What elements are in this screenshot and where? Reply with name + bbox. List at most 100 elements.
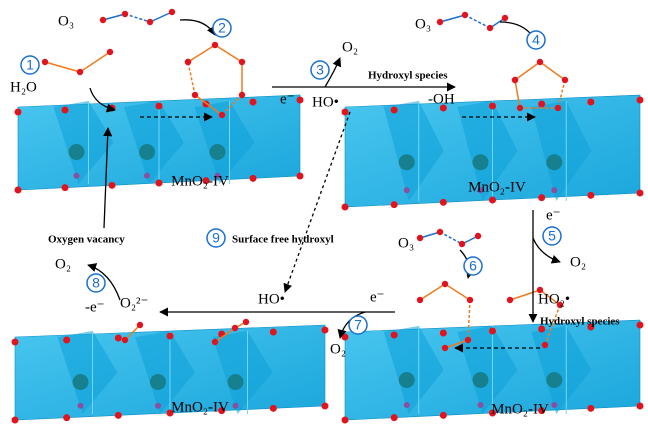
step-badge: 8: [87, 274, 105, 292]
o-atom: [538, 101, 545, 108]
label: O₃: [398, 235, 414, 251]
step-number: 3: [316, 62, 324, 78]
mn-atom: [150, 374, 166, 390]
step-badge: 9: [207, 229, 225, 247]
mn-atom: [228, 374, 244, 390]
bond: [420, 284, 445, 300]
label: O₂²⁻: [120, 295, 148, 311]
mn-atom: [210, 144, 226, 160]
o-atom: [637, 190, 644, 197]
atom: [437, 19, 443, 25]
atom: [147, 19, 153, 25]
o-atom: [391, 107, 398, 114]
step-badge: 5: [543, 227, 561, 245]
o-atom: [391, 414, 398, 421]
atom: [243, 319, 249, 325]
bond: [445, 284, 470, 300]
label: Surface free hydroxyl: [232, 234, 334, 246]
step-number: 9: [212, 230, 220, 246]
bond: [45, 62, 80, 72]
mn-atom: [69, 144, 85, 160]
o-atom: [489, 328, 496, 335]
step-number: 8: [92, 275, 100, 291]
atom: [465, 337, 471, 343]
atom: [487, 25, 493, 31]
o-atom: [587, 405, 594, 412]
material-label: MnO₂-IV: [171, 173, 229, 189]
atom: [537, 59, 543, 65]
o-atom: [62, 184, 69, 191]
label: HO₂•: [538, 291, 570, 307]
o-atom: [342, 109, 349, 116]
atom: [192, 92, 198, 98]
o-atom: [109, 182, 116, 189]
atom: [417, 235, 423, 241]
bond: [515, 62, 540, 80]
o-atom: [637, 403, 644, 410]
o-atom-inner: [404, 402, 410, 408]
o-atom-inner: [74, 173, 80, 179]
atom: [169, 9, 175, 15]
atom: [107, 49, 113, 55]
atom: [212, 42, 218, 48]
atom: [239, 59, 245, 65]
atom: [100, 17, 106, 23]
step-badge: 4: [527, 31, 545, 49]
bond: [188, 62, 195, 95]
atom: [475, 233, 481, 239]
step-badge: 2: [213, 19, 231, 37]
mn-atom: [546, 154, 562, 170]
label: -OH: [428, 91, 455, 107]
bond: [188, 45, 215, 62]
o-atom: [297, 173, 304, 180]
atom: [459, 241, 465, 247]
bond: [125, 14, 150, 22]
molecule: [417, 229, 481, 247]
atom: [417, 297, 423, 303]
mno2-slab: MnO₂-IV: [342, 95, 644, 211]
mn-atom: [473, 372, 489, 388]
o-atom: [322, 403, 329, 410]
o-atom: [342, 204, 349, 211]
o-atom-inner: [551, 402, 557, 408]
molecule: [100, 9, 175, 25]
o-atom: [167, 333, 174, 340]
label: Hydroxyl species: [368, 70, 448, 82]
step-badge: 7: [349, 316, 367, 334]
atom: [442, 345, 448, 351]
mno2-slab: MnO₂-IV: [15, 95, 304, 194]
mn-atom: [399, 372, 415, 388]
step-number: 5: [548, 228, 556, 244]
atom: [122, 11, 128, 17]
label: O₃: [58, 13, 74, 29]
label: e⁻: [546, 207, 561, 223]
mn-atom: [139, 144, 155, 160]
slabs: MnO₂-IV MnO₂-IV MnO₂-IV MnO₂-IV: [12, 95, 644, 424]
arrow-o3-1: [180, 20, 215, 35]
atom: [462, 12, 468, 18]
label: O₂: [342, 39, 358, 55]
o-atom-inner: [233, 403, 239, 409]
label: O₃: [415, 16, 431, 32]
atom: [542, 342, 548, 348]
atom: [239, 92, 245, 98]
o-atom: [489, 103, 496, 110]
label: HO•: [258, 291, 285, 307]
bond: [510, 290, 540, 300]
atom: [512, 77, 518, 83]
bond: [150, 12, 172, 22]
o-atom-inner: [144, 173, 150, 179]
o-atom: [637, 97, 644, 104]
step-badge: 3: [311, 61, 329, 79]
material-label: MnO₂-IV: [491, 401, 549, 417]
atom: [502, 15, 508, 21]
mn-atom: [473, 154, 489, 170]
label: e⁻: [280, 91, 295, 107]
o-atom-inner: [78, 403, 84, 409]
o-atom: [587, 192, 594, 199]
o-atom: [391, 332, 398, 339]
o-atom: [115, 412, 122, 419]
o-atom: [12, 417, 19, 424]
atom: [507, 297, 513, 303]
material-label: MnO₂-IV: [171, 399, 229, 415]
